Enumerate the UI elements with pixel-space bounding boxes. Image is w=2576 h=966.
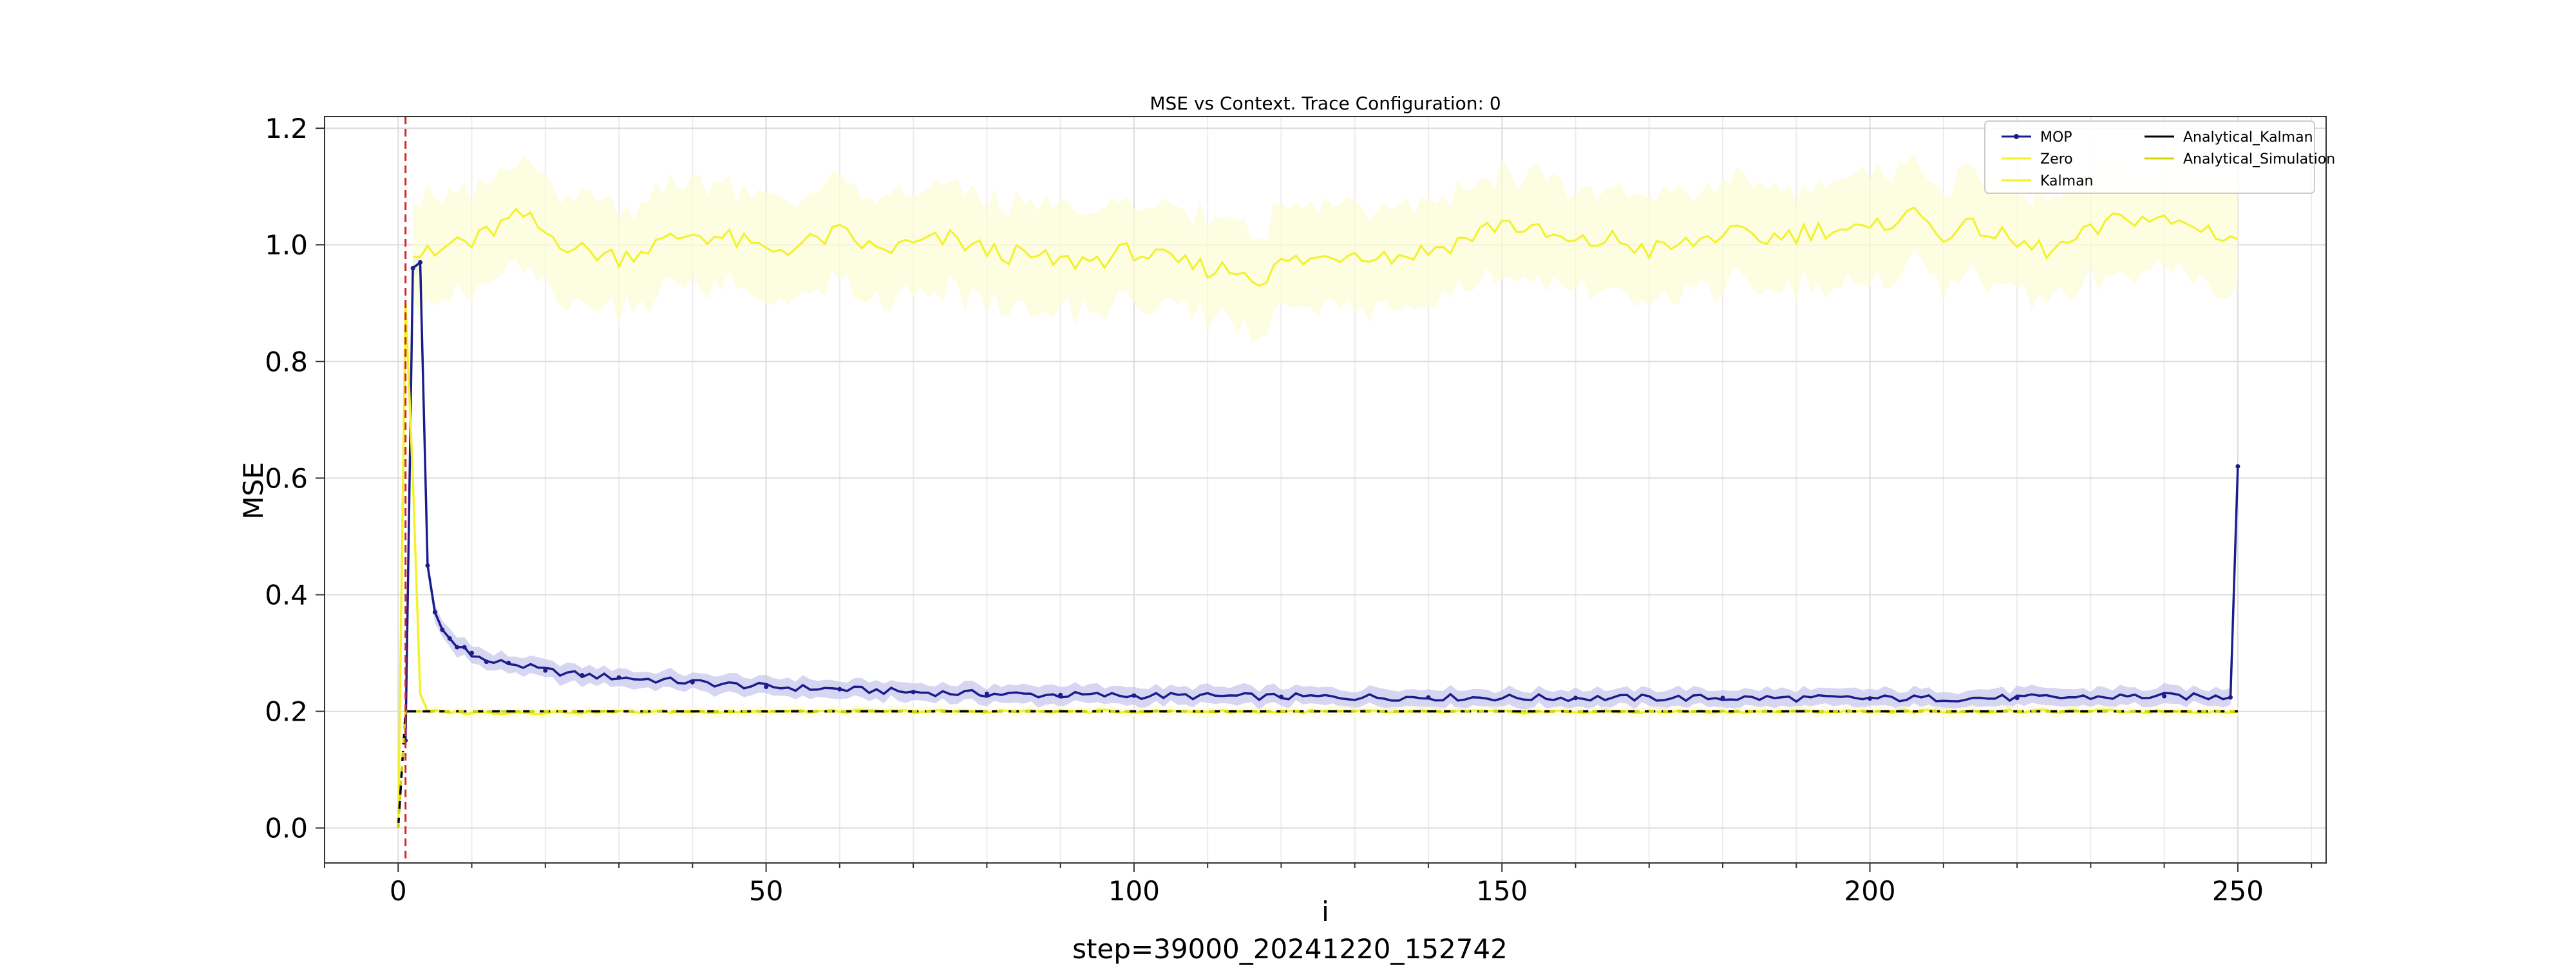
confidence-bands xyxy=(398,153,2238,833)
mop-point xyxy=(1132,693,1137,698)
series-line-zero xyxy=(412,206,2239,287)
mop-point xyxy=(440,627,445,632)
y-axis-label: MSE xyxy=(238,462,269,519)
x-tick-label: 150 xyxy=(1476,875,1528,907)
mop-point xyxy=(837,687,842,692)
x-tick-label: 50 xyxy=(749,875,783,907)
legend-marker xyxy=(2014,134,2019,139)
mop-point xyxy=(911,690,916,695)
mop-point xyxy=(432,610,437,615)
mop-point xyxy=(1573,696,1578,701)
mop-point xyxy=(1058,692,1063,697)
legend-label: MOP xyxy=(2040,129,2072,146)
mop-point xyxy=(1868,696,1873,701)
y-tick-label: 1.0 xyxy=(265,229,308,261)
footer-caption: step=39000_20241220_152742 xyxy=(1072,933,1508,965)
legend-entries: MOP Zero Kalman Analytical_Kalman Analytical… xyxy=(2002,129,2335,189)
y-tick-label: 0.8 xyxy=(265,346,308,377)
mop-point xyxy=(425,563,430,568)
legend: MOP Zero Kalman Analytical_Kalman Analytical… xyxy=(1984,120,2335,194)
x-tick-label: 100 xyxy=(1108,875,1160,907)
series-line-analytical-kalman xyxy=(397,710,2238,828)
mop-point xyxy=(984,691,989,696)
x-tick-label: 200 xyxy=(1844,875,1895,907)
legend-label: Analytical_Simulation xyxy=(2183,151,2335,167)
series-line-mop xyxy=(404,260,2239,741)
mop-point xyxy=(580,672,585,677)
data-series xyxy=(397,206,2240,828)
mop-point xyxy=(764,685,769,690)
mop-point xyxy=(1426,695,1431,700)
mop-point xyxy=(469,650,475,656)
mop-point xyxy=(410,265,415,270)
plot-area-frame xyxy=(324,116,2327,864)
legend-label: Analytical_Kalman xyxy=(2183,129,2313,146)
x-tick-label: 250 xyxy=(2212,875,2264,907)
mop-point xyxy=(2014,696,2020,701)
y-tick-label: 0.2 xyxy=(265,696,308,728)
mop-point xyxy=(418,260,423,265)
legend-box xyxy=(1984,120,2315,194)
x-tick-label: 0 xyxy=(390,875,407,907)
chart-title: MSE vs Context. Trace Configuration: 0 xyxy=(1150,93,1501,114)
mop-point xyxy=(1278,694,1283,699)
x-axis-label: i xyxy=(1321,896,1329,927)
x-axis-ticks: 0 50 100 150 200 250 xyxy=(324,863,2313,907)
mop-point xyxy=(455,645,460,650)
mop-point xyxy=(462,645,467,650)
mop-point xyxy=(2162,694,2167,699)
mop-point xyxy=(543,668,548,673)
band-mop xyxy=(405,255,2238,752)
mop-point xyxy=(1720,696,1725,701)
mop-point xyxy=(484,659,489,665)
mop-point xyxy=(2228,695,2233,700)
y-tick-label: 1.2 xyxy=(265,113,308,144)
mop-point xyxy=(447,636,452,641)
mop-point xyxy=(506,660,511,665)
band-zero xyxy=(413,153,2238,342)
mop-point xyxy=(690,679,695,685)
y-axis-ticks: 0.0 0.2 0.4 0.6 0.8 1.0 1.2 xyxy=(265,113,325,844)
y-tick-label: 0.0 xyxy=(265,813,308,844)
legend-label: Zero xyxy=(2040,151,2073,167)
y-tick-label: 0.6 xyxy=(265,462,308,494)
mop-point xyxy=(616,675,621,680)
mop-point xyxy=(2235,464,2240,469)
y-tick-label: 0.4 xyxy=(265,579,308,611)
legend-label: Kalman xyxy=(2040,173,2094,189)
